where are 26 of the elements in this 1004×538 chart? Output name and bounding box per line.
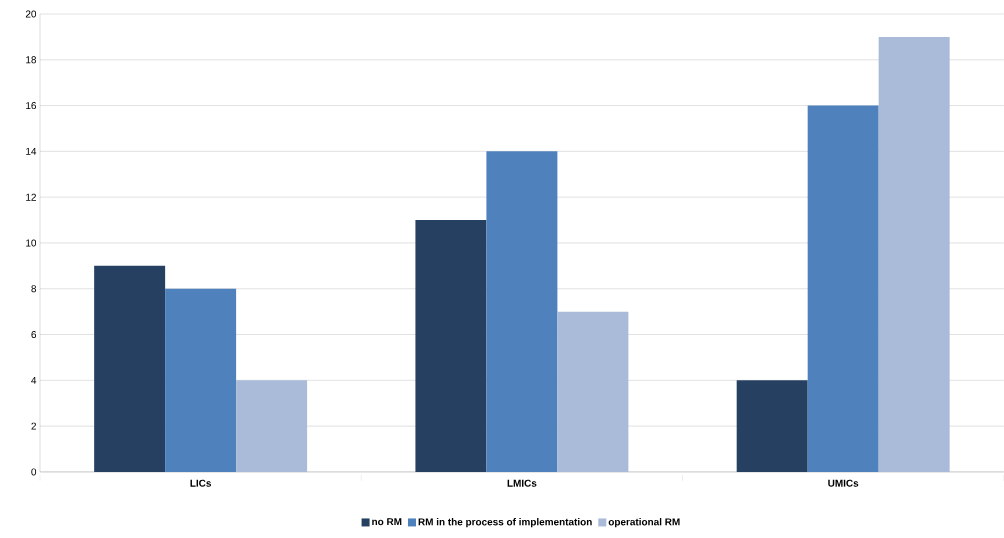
bar	[486, 151, 558, 472]
bar	[94, 265, 166, 472]
y-tick-label: 0	[31, 468, 37, 476]
legend-label: no RM	[372, 518, 402, 526]
bar	[807, 105, 879, 472]
legend-label: operational RM	[608, 518, 680, 528]
x-tick-label: UMICs	[828, 479, 859, 487]
y-tick-label: 16	[26, 102, 37, 110]
y-tick-label: 10	[26, 239, 37, 247]
bar	[736, 380, 808, 472]
y-tick-label: 14	[26, 147, 37, 155]
y-tick-label: 6	[31, 331, 37, 339]
bar	[165, 288, 237, 472]
y-tick-label: 4	[31, 376, 37, 384]
x-tick-label: LMICs	[507, 479, 537, 487]
legend-label: RM in the process of implementation	[418, 518, 592, 528]
bar	[878, 36, 950, 472]
y-tick-label: 8	[31, 285, 37, 293]
bar	[557, 311, 629, 472]
y-tick-label: 12	[26, 193, 36, 201]
bar	[415, 220, 487, 472]
y-tick-label: 18	[26, 56, 37, 64]
x-tick-label: LICs	[190, 479, 212, 487]
y-tick-label: 20	[25, 10, 37, 18]
bar	[236, 380, 308, 472]
y-tick-label: 2	[31, 422, 36, 430]
